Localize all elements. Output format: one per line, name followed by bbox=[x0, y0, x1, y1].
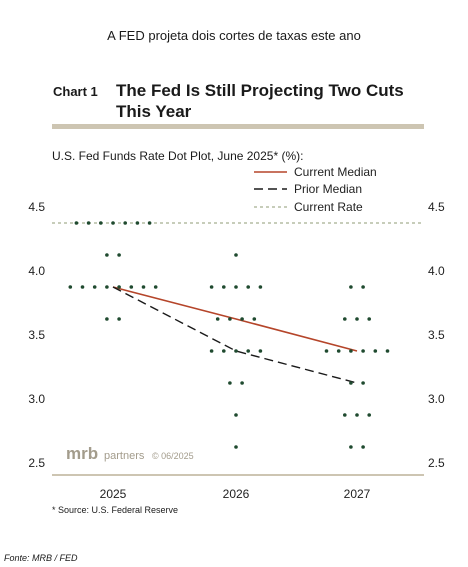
y-tick-label-left: 3.0 bbox=[28, 392, 45, 406]
dot-2025 bbox=[141, 285, 146, 289]
dot-2026 bbox=[222, 285, 226, 289]
dot-2027 bbox=[343, 413, 347, 417]
dot-2027 bbox=[361, 445, 365, 449]
dot-2025 bbox=[105, 317, 109, 321]
dot-2027 bbox=[324, 349, 329, 353]
y-tick-label-left: 4.5 bbox=[28, 200, 45, 214]
dot-2026 bbox=[246, 285, 250, 289]
chart-title: The Fed Is Still Projecting Two Cuts Thi… bbox=[116, 81, 404, 121]
dot-2026 bbox=[209, 349, 214, 353]
dot-2026 bbox=[252, 317, 257, 321]
title-rule bbox=[52, 124, 424, 129]
dot-2026 bbox=[234, 253, 238, 257]
dot-2026 bbox=[234, 349, 238, 353]
dot-2026 bbox=[258, 349, 263, 353]
page-caption: A FED projeta dois cortes de taxas este … bbox=[107, 28, 361, 43]
dot-2027 bbox=[349, 349, 353, 353]
dot-2025 bbox=[105, 253, 109, 257]
dot-2027 bbox=[361, 349, 365, 353]
dot-2027 bbox=[367, 317, 372, 321]
current-median-line bbox=[112, 286, 358, 352]
dot-2025 bbox=[74, 221, 79, 225]
dot-2026 bbox=[222, 349, 226, 353]
dot-2027 bbox=[355, 317, 359, 321]
dot-2027 bbox=[361, 285, 365, 289]
x-tick-label: 2027 bbox=[344, 487, 371, 501]
x-tick-label: 2025 bbox=[100, 487, 127, 501]
dot-2026 bbox=[228, 381, 232, 385]
dot-2025 bbox=[68, 285, 73, 289]
legend: Current Median Prior Median Current Rate bbox=[254, 165, 377, 214]
y-tick-label-right: 3.0 bbox=[428, 392, 445, 406]
dot-2027 bbox=[349, 285, 353, 289]
dot-2027 bbox=[385, 349, 390, 353]
dot-2026 bbox=[228, 317, 232, 321]
dot-2025 bbox=[153, 285, 158, 289]
dot-2025 bbox=[99, 221, 103, 225]
dot-2027 bbox=[355, 413, 359, 417]
dot-2025 bbox=[117, 253, 121, 257]
dot-2025 bbox=[135, 221, 140, 225]
dot-2026 bbox=[240, 317, 244, 321]
legend-label: Prior Median bbox=[294, 182, 362, 196]
dot-2025 bbox=[123, 221, 127, 225]
source-credit: Fonte: MRB / FED bbox=[4, 553, 78, 563]
dot-2026 bbox=[234, 445, 238, 449]
chart-number: Chart 1 bbox=[53, 84, 98, 99]
y-tick-label-left: 3.5 bbox=[28, 328, 45, 342]
x-tick-label: 2026 bbox=[223, 487, 250, 501]
dot-2026 bbox=[215, 317, 220, 321]
watermark-brand: mrb bbox=[66, 444, 98, 463]
axes: 4.5 4.5 4.0 4.0 3.5 3.5 3.0 3.0 2.5 2.5 2025 2026 20… bbox=[28, 200, 445, 501]
dot-2026 bbox=[258, 285, 263, 289]
dot-2027 bbox=[349, 445, 353, 449]
legend-label: Current Rate bbox=[294, 200, 363, 214]
chart-subtitle: U.S. Fed Funds Rate Dot Plot, June 2025*… bbox=[52, 149, 304, 163]
dot-2027 bbox=[361, 381, 365, 385]
y-tick-label-right: 4.0 bbox=[428, 264, 445, 278]
y-tick-label-right: 4.5 bbox=[428, 200, 445, 214]
y-tick-label-left: 4.0 bbox=[28, 264, 45, 278]
legend-label: Current Median bbox=[294, 165, 377, 179]
dot-2026 bbox=[234, 413, 238, 417]
dot-2027 bbox=[367, 413, 372, 417]
dot-2027 bbox=[373, 349, 378, 353]
y-tick-label-right: 3.5 bbox=[428, 328, 445, 342]
watermark-date: © 06/2025 bbox=[152, 451, 194, 461]
dot-2025 bbox=[117, 285, 121, 289]
dot-2025 bbox=[147, 221, 152, 225]
watermark-word: partners bbox=[104, 450, 145, 462]
watermark: mrb partners © 06/2025 bbox=[66, 444, 194, 463]
prior-median-line bbox=[112, 286, 358, 384]
dot-2025 bbox=[105, 285, 109, 289]
dot-2027 bbox=[336, 349, 341, 353]
dot-2025 bbox=[80, 285, 85, 289]
dot-2025 bbox=[117, 317, 121, 321]
source-note: * Source: U.S. Federal Reserve bbox=[52, 505, 179, 515]
dot-2027 bbox=[349, 381, 353, 385]
dot-2025 bbox=[86, 221, 91, 225]
dot-2025 bbox=[129, 285, 134, 289]
dot-2026 bbox=[246, 349, 250, 353]
dot-2026 bbox=[240, 381, 244, 385]
y-tick-label-right: 2.5 bbox=[428, 456, 445, 470]
dot-2026 bbox=[209, 285, 214, 289]
dot-2026 bbox=[234, 285, 238, 289]
dot-2025 bbox=[111, 221, 115, 225]
dot-2027 bbox=[343, 317, 347, 321]
y-tick-label-left: 2.5 bbox=[28, 456, 45, 470]
chart-marks bbox=[52, 221, 424, 449]
dot-2025 bbox=[92, 285, 97, 289]
